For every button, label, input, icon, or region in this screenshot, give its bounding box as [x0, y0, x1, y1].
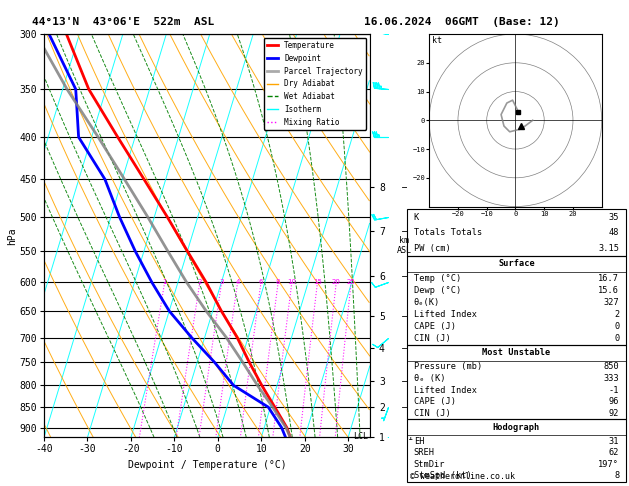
Text: K: K — [414, 213, 419, 222]
Text: 0: 0 — [614, 334, 620, 343]
Text: 1: 1 — [162, 279, 167, 285]
Bar — [407, 256, 626, 345]
Text: 1: 1 — [408, 433, 413, 442]
Text: kt: kt — [432, 35, 442, 45]
Text: 0: 0 — [614, 322, 620, 331]
Text: 15.6: 15.6 — [598, 286, 620, 295]
Text: 2: 2 — [408, 402, 413, 412]
Text: 8: 8 — [276, 279, 281, 285]
Text: Dewp (°C): Dewp (°C) — [414, 286, 461, 295]
Y-axis label: hPa: hPa — [7, 227, 17, 244]
Bar — [407, 209, 626, 256]
Text: 62: 62 — [609, 448, 620, 457]
Text: 10: 10 — [287, 279, 296, 285]
Text: CAPE (J): CAPE (J) — [414, 322, 455, 331]
Text: 16.7: 16.7 — [598, 274, 620, 282]
Text: Lifted Index: Lifted Index — [414, 310, 477, 319]
Text: 16.06.2024  06GMT  (Base: 12): 16.06.2024 06GMT (Base: 12) — [364, 17, 560, 27]
Text: 850: 850 — [604, 362, 620, 371]
Bar — [407, 345, 626, 419]
Text: EH: EH — [414, 437, 424, 446]
Text: 15: 15 — [313, 279, 322, 285]
Text: StmSpd (kt): StmSpd (kt) — [414, 471, 471, 481]
Text: 197°: 197° — [598, 460, 620, 469]
Text: 25: 25 — [347, 279, 355, 285]
Text: Temp (°C): Temp (°C) — [414, 274, 461, 282]
Text: CIN (J): CIN (J) — [414, 334, 450, 343]
Text: 48: 48 — [609, 228, 620, 237]
Text: 3: 3 — [408, 376, 413, 385]
X-axis label: Dewpoint / Temperature (°C): Dewpoint / Temperature (°C) — [128, 460, 286, 470]
Text: 327: 327 — [604, 298, 620, 307]
Text: 3.15: 3.15 — [598, 243, 620, 253]
Text: 6: 6 — [408, 272, 413, 281]
Text: 44°13'N  43°06'E  522m  ASL: 44°13'N 43°06'E 522m ASL — [31, 17, 214, 27]
Legend: Temperature, Dewpoint, Parcel Trajectory, Dry Adiabat, Wet Adiabat, Isotherm, Mi: Temperature, Dewpoint, Parcel Trajectory… — [264, 38, 366, 130]
Text: © weatheronline.co.uk: © weatheronline.co.uk — [410, 472, 515, 481]
Text: 5: 5 — [408, 312, 413, 321]
Text: 333: 333 — [604, 374, 620, 383]
Text: SREH: SREH — [414, 448, 435, 457]
Text: θₑ (K): θₑ (K) — [414, 374, 445, 383]
Text: LCL: LCL — [353, 432, 368, 441]
Text: 6: 6 — [259, 279, 264, 285]
Text: Hodograph: Hodograph — [493, 423, 540, 432]
Text: 8: 8 — [614, 471, 620, 481]
Text: Pressure (mb): Pressure (mb) — [414, 362, 482, 371]
Text: CAPE (J): CAPE (J) — [414, 397, 455, 406]
Bar — [407, 419, 626, 482]
Text: 2: 2 — [614, 310, 620, 319]
Y-axis label: km
ASL: km ASL — [397, 236, 412, 255]
Text: 8: 8 — [408, 183, 413, 191]
Text: 20: 20 — [332, 279, 341, 285]
Text: 2: 2 — [198, 279, 202, 285]
Text: StmDir: StmDir — [414, 460, 445, 469]
Text: θₑ(K): θₑ(K) — [414, 298, 440, 307]
Text: CIN (J): CIN (J) — [414, 409, 450, 418]
Text: 31: 31 — [609, 437, 620, 446]
Text: Most Unstable: Most Unstable — [482, 348, 550, 357]
Text: Totals Totals: Totals Totals — [414, 228, 482, 237]
Text: Lifted Index: Lifted Index — [414, 385, 477, 395]
Text: 92: 92 — [609, 409, 620, 418]
Text: 4: 4 — [235, 279, 240, 285]
Text: 96: 96 — [609, 397, 620, 406]
Text: 4: 4 — [408, 343, 413, 352]
Text: Surface: Surface — [498, 260, 535, 268]
Text: PW (cm): PW (cm) — [414, 243, 450, 253]
Text: -1: -1 — [609, 385, 620, 395]
Text: 7: 7 — [408, 226, 413, 236]
Text: 3: 3 — [220, 279, 224, 285]
Text: 35: 35 — [609, 213, 620, 222]
